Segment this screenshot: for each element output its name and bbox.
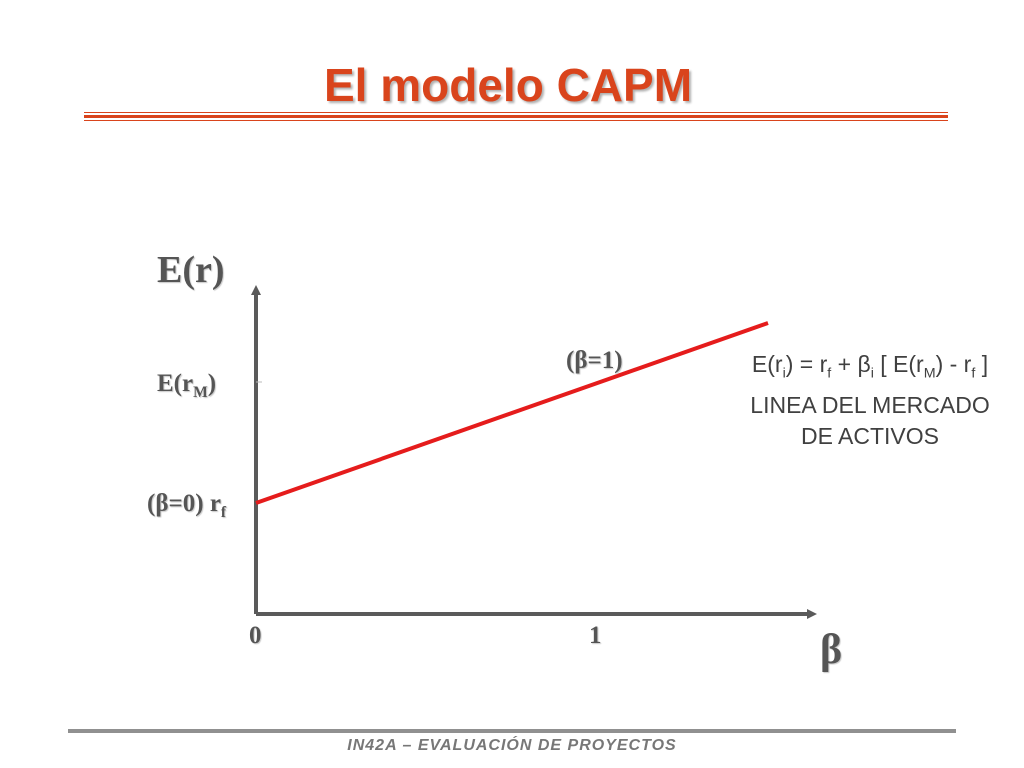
footer-rule	[68, 729, 956, 733]
y-axis-label: E(r)	[157, 249, 225, 291]
sml-equation: E(ri) = rf + βi [ E(rM) - rf ] LINEA DEL…	[720, 349, 1020, 452]
security-market-line	[255, 321, 769, 505]
title-underline-thick	[84, 115, 948, 118]
title-underline-thin-top	[84, 112, 948, 113]
x-tick-label: 1	[589, 622, 602, 649]
equation-caption-line: LINEA DEL MERCADO	[750, 391, 990, 418]
equation-caption-line: DE ACTIVOS	[800, 422, 940, 449]
x-axis-label: β	[820, 627, 843, 673]
title-underline-thin-bottom	[84, 120, 948, 121]
rf-label: (β=0) rf	[147, 490, 227, 521]
equation-formula: E(ri) = rf + βi [ E(rM) - rf ]	[751, 351, 989, 382]
beta-one-label: (β=1)	[566, 347, 623, 374]
erm-label: E(rM)	[157, 370, 217, 401]
x-tick-label: 0	[249, 622, 262, 649]
slide-footer: IN42A – EVALUACIÓN DE PROYECTOS	[347, 737, 677, 754]
slide-title: El modelo CAPM	[323, 59, 693, 111]
